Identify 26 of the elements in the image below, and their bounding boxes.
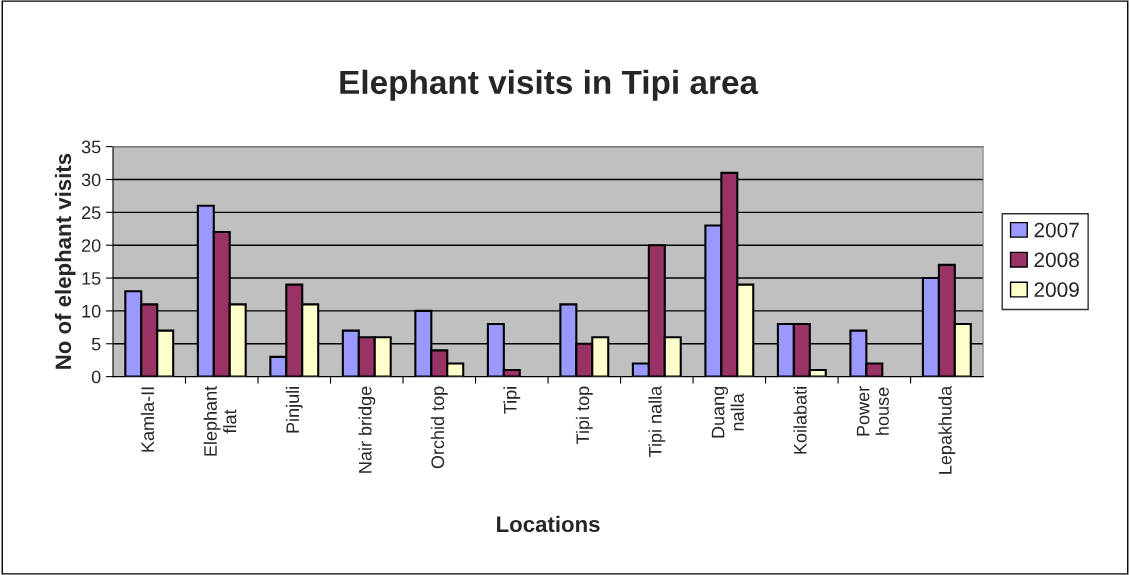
x-tick-label: Nair bridge [358, 386, 376, 473]
x-tick-label: Kamla-II [140, 387, 155, 452]
x-tick-label: Elephant flat [203, 385, 237, 456]
y-tick-label: 35 [81, 140, 101, 154]
y-axis-title: No of elephant visits [54, 153, 76, 369]
y-tick-label: 5 [91, 337, 101, 351]
x-tick-label: Lepakhuda [938, 385, 956, 474]
legend-label: 2008 [1034, 252, 1079, 268]
x-tick-label: Tipi [503, 387, 521, 414]
x-tick-label: Tipi nalla [648, 385, 666, 457]
x-tick-label: Power house [856, 386, 889, 436]
x-tick-label: Pinjuli [285, 387, 303, 433]
y-tick-label: 0 [91, 370, 101, 384]
y-tick-label: 25 [82, 206, 101, 220]
x-axis-title: Locations [497, 515, 600, 533]
legend-label: 2009 [1034, 282, 1079, 298]
x-tick-label: Orchid top [430, 386, 448, 469]
chart-title: Elephant visits in Tipi area [340, 69, 759, 101]
y-tick-label: 10 [82, 304, 101, 318]
y-tick-label: 15 [82, 272, 101, 285]
x-tick-label: Duang nalla [711, 386, 744, 438]
y-tick-label: 20 [82, 239, 101, 252]
x-tick-label: Koilabati [793, 387, 807, 454]
legend-label: 2007 [1034, 222, 1079, 238]
y-tick-label: 30 [81, 173, 101, 187]
x-tick-label: Tipi top [575, 386, 593, 444]
